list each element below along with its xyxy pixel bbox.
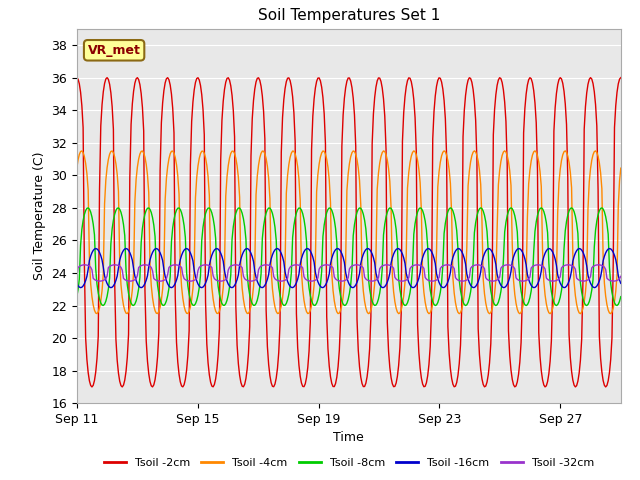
Tsoil -32cm bbox=[391, 275, 399, 280]
Tsoil -2cm bbox=[116, 378, 124, 384]
Tsoil -32cm bbox=[617, 274, 625, 279]
Y-axis label: Soil Temperature (C): Soil Temperature (C) bbox=[33, 152, 45, 280]
Text: VR_met: VR_met bbox=[88, 44, 141, 57]
Tsoil -32cm bbox=[156, 278, 164, 284]
Tsoil -4cm bbox=[486, 311, 493, 316]
Legend: Tsoil -2cm, Tsoil -4cm, Tsoil -8cm, Tsoil -16cm, Tsoil -32cm: Tsoil -2cm, Tsoil -4cm, Tsoil -8cm, Tsoi… bbox=[99, 454, 598, 473]
Tsoil -4cm bbox=[493, 227, 501, 232]
Tsoil -2cm bbox=[390, 384, 397, 390]
Tsoil -4cm bbox=[115, 188, 122, 194]
Tsoil -32cm bbox=[73, 274, 81, 279]
Tsoil -8cm bbox=[492, 303, 500, 309]
Line: Tsoil -2cm: Tsoil -2cm bbox=[77, 78, 621, 387]
Tsoil -16cm bbox=[495, 276, 502, 282]
Tsoil -8cm bbox=[73, 294, 81, 300]
Line: Tsoil -16cm: Tsoil -16cm bbox=[77, 249, 621, 288]
Tsoil -16cm bbox=[391, 249, 399, 254]
Tsoil -16cm bbox=[73, 280, 81, 286]
Tsoil -32cm bbox=[495, 276, 502, 282]
Tsoil -16cm bbox=[506, 275, 513, 280]
Line: Tsoil -32cm: Tsoil -32cm bbox=[77, 265, 621, 281]
Tsoil -16cm bbox=[122, 246, 130, 252]
Tsoil -4cm bbox=[617, 165, 625, 171]
Tsoil -8cm bbox=[115, 205, 122, 211]
Tsoil -16cm bbox=[617, 280, 625, 286]
Tsoil -4cm bbox=[388, 273, 396, 279]
Tsoil -8cm bbox=[574, 230, 582, 236]
Tsoil -2cm bbox=[617, 75, 625, 81]
Tsoil -32cm bbox=[172, 262, 179, 268]
Tsoil -2cm bbox=[573, 383, 580, 388]
Line: Tsoil -8cm: Tsoil -8cm bbox=[77, 208, 621, 306]
Tsoil -32cm bbox=[574, 276, 582, 282]
Tsoil -4cm bbox=[451, 290, 458, 296]
Title: Soil Temperatures Set 1: Soil Temperatures Set 1 bbox=[258, 9, 440, 24]
Tsoil -8cm bbox=[451, 212, 458, 218]
Tsoil -2cm bbox=[73, 75, 81, 81]
Tsoil -8cm bbox=[617, 294, 625, 300]
X-axis label: Time: Time bbox=[333, 432, 364, 444]
Tsoil -2cm bbox=[452, 384, 460, 389]
Tsoil -4cm bbox=[506, 168, 513, 174]
Tsoil -8cm bbox=[507, 205, 515, 211]
Tsoil -16cm bbox=[574, 246, 582, 252]
Tsoil -16cm bbox=[107, 285, 115, 290]
Tsoil -4cm bbox=[501, 148, 509, 154]
Tsoil -4cm bbox=[73, 165, 81, 171]
Tsoil -32cm bbox=[115, 263, 122, 268]
Line: Tsoil -4cm: Tsoil -4cm bbox=[77, 151, 621, 313]
Tsoil -8cm bbox=[504, 213, 511, 218]
Tsoil -2cm bbox=[88, 384, 96, 390]
Tsoil -2cm bbox=[493, 83, 501, 88]
Tsoil -8cm bbox=[522, 303, 530, 309]
Tsoil -2cm bbox=[504, 328, 512, 334]
Tsoil -16cm bbox=[453, 247, 461, 252]
Tsoil -4cm bbox=[574, 307, 582, 312]
Tsoil -32cm bbox=[453, 276, 461, 282]
Tsoil -8cm bbox=[388, 208, 396, 214]
Tsoil -16cm bbox=[116, 257, 124, 263]
Tsoil -32cm bbox=[506, 262, 513, 268]
